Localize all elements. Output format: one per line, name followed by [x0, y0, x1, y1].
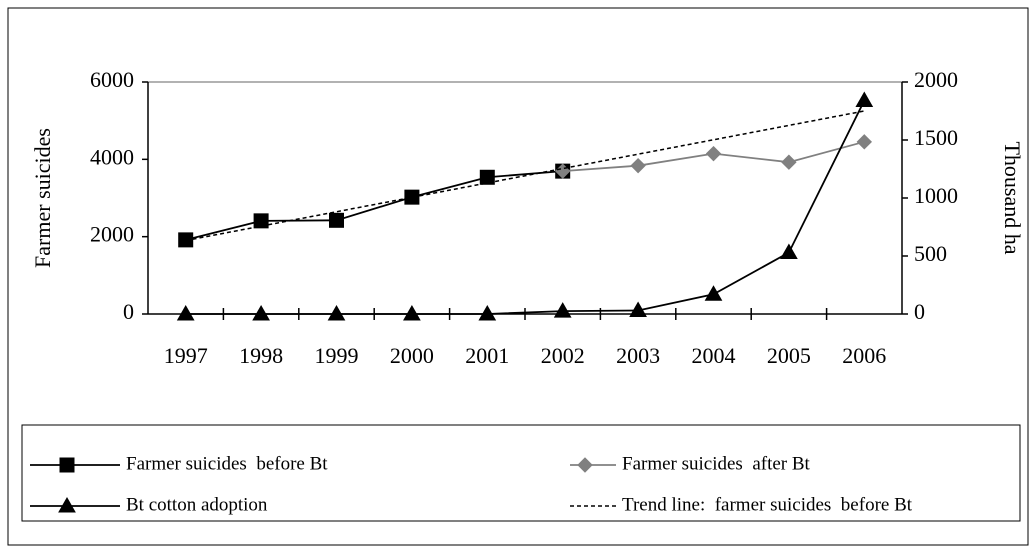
legend-box — [21, 424, 1021, 522]
legend-marker — [577, 457, 593, 473]
legend-label: Farmer suicides before Bt — [126, 453, 328, 474]
point — [478, 304, 497, 321]
x-tick-label: 2000 — [390, 343, 434, 368]
y-tick-label: 6000 — [90, 67, 134, 92]
y2-tick-label: 1000 — [914, 183, 958, 208]
point — [630, 157, 646, 174]
point — [629, 301, 647, 318]
point — [553, 302, 572, 318]
y2-tick-label: 2000 — [914, 67, 958, 92]
legend-marker — [59, 457, 75, 473]
legend-label: Bt cotton adoption — [126, 494, 268, 515]
x-tick-label: 1999 — [315, 343, 359, 368]
y2-tick-label: 0 — [914, 299, 925, 324]
y2-tick-label: 1500 — [914, 125, 958, 150]
series-line — [185, 100, 866, 315]
point — [327, 304, 346, 321]
point — [781, 154, 797, 170]
y2-axis-label: Thousand ha — [1000, 141, 1025, 254]
x-tick-label: 2002 — [541, 343, 585, 368]
series-line — [185, 110, 865, 242]
y-tick-label: 4000 — [90, 144, 134, 169]
point — [855, 91, 874, 108]
point — [253, 213, 269, 229]
point — [705, 145, 722, 162]
point — [479, 169, 495, 185]
x-tick-label: 2006 — [842, 343, 886, 368]
legend-label: Farmer suicides after Bt — [622, 453, 811, 474]
point — [252, 304, 270, 321]
point — [780, 243, 798, 260]
legend-marker — [58, 496, 76, 513]
x-tick-label: 2005 — [767, 343, 811, 368]
x-tick-label: 1997 — [164, 343, 208, 368]
point — [176, 304, 195, 321]
x-tick-label: 2001 — [465, 343, 509, 368]
y-axis-label: Farmer suicides — [30, 128, 55, 268]
y-tick-label: 0 — [123, 299, 134, 324]
x-tick-label: 2003 — [616, 343, 660, 368]
y2-tick-label: 500 — [914, 241, 947, 266]
point — [704, 285, 723, 301]
point — [404, 189, 420, 205]
point — [856, 134, 873, 150]
x-tick-label: 1998 — [239, 343, 283, 368]
x-tick-label: 2004 — [692, 343, 736, 368]
y-tick-label: 2000 — [90, 222, 134, 247]
series-line — [185, 170, 563, 241]
point — [403, 304, 421, 321]
point — [329, 212, 344, 228]
legend-label: Trend line: farmer suicides before Bt — [622, 494, 913, 515]
